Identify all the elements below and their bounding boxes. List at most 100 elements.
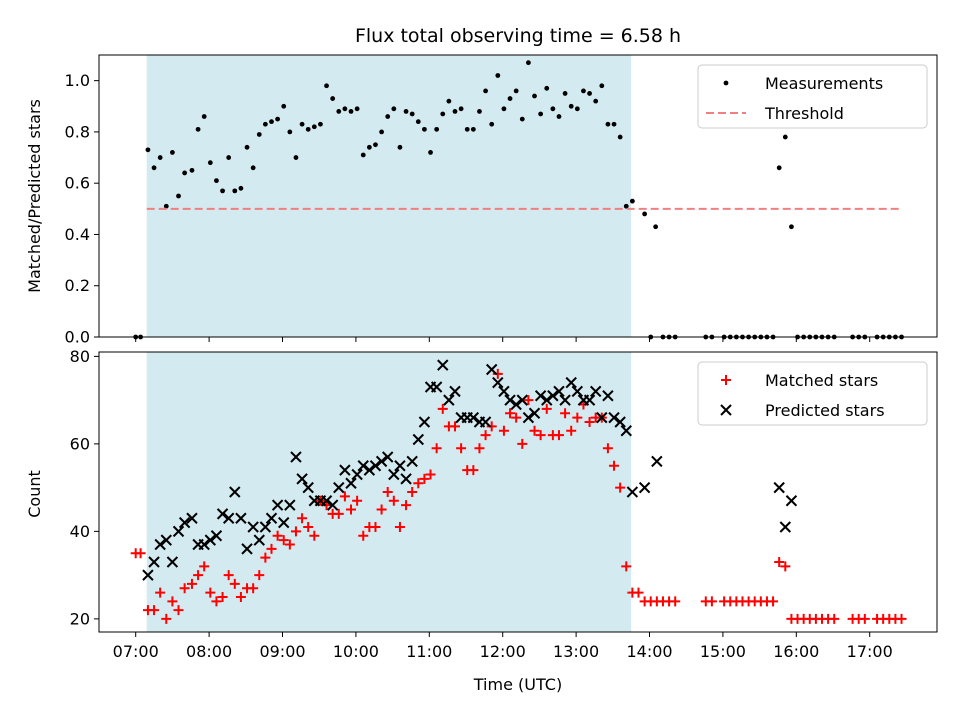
y-tick-label: 0.8: [65, 122, 90, 141]
data-point: [176, 193, 181, 199]
legend-box: [697, 361, 928, 426]
data-point: [253, 534, 265, 546]
data-point: [470, 126, 476, 132]
legend-marker: [723, 80, 729, 86]
y-tick-label: 0.4: [65, 225, 90, 244]
data-point: [354, 106, 360, 112]
data-point: [297, 513, 308, 524]
data-point: [513, 88, 519, 94]
data-point: [523, 395, 534, 406]
data-point: [266, 543, 277, 554]
y-tick-label: 0.6: [65, 174, 90, 193]
data-point: [464, 126, 470, 132]
data-point: [510, 398, 522, 411]
data-point: [489, 121, 495, 127]
data-point: [345, 477, 357, 489]
data-point: [250, 165, 256, 171]
data-point: [407, 487, 418, 497]
data-point: [611, 121, 617, 127]
data-point: [535, 430, 546, 441]
data-point: [195, 126, 201, 132]
data-point: [587, 91, 592, 96]
data-point: [653, 224, 659, 230]
data-point: [320, 495, 333, 507]
data-point: [446, 98, 452, 104]
data-point: [254, 570, 265, 581]
data-point: [142, 569, 154, 581]
data-point: [302, 481, 314, 494]
data-point: [556, 114, 562, 119]
data-point: [412, 433, 425, 446]
data-point: [519, 116, 525, 122]
data-point: [366, 144, 372, 150]
data-point: [178, 516, 191, 529]
data-point: [541, 403, 552, 414]
data-point: [525, 60, 531, 66]
data-point: [670, 596, 681, 607]
data-point: [534, 390, 547, 402]
data-point: [287, 129, 293, 135]
data-point: [290, 526, 301, 537]
data-point: [179, 583, 190, 594]
legend-label: Measurements: [765, 74, 883, 93]
data-point: [608, 411, 620, 424]
panel-top-ratio: 0.0 0.2 0.4 0.6 0.8 1.0 Measurements Threshold: [65, 54, 938, 347]
data-point: [434, 126, 440, 132]
data-point: [198, 538, 210, 551]
data-point: [148, 556, 160, 568]
data-point: [382, 487, 393, 497]
data-point: [492, 368, 503, 379]
x-tick-label: 08:00: [186, 642, 232, 661]
data-point: [413, 478, 424, 489]
data-point: [193, 570, 204, 581]
data-point: [170, 150, 175, 155]
data-point: [780, 561, 791, 572]
data-point: [222, 512, 235, 524]
x-tick-label: 10:00: [333, 642, 379, 661]
data-point: [504, 394, 516, 406]
data-point: [157, 155, 163, 160]
data-point: [437, 359, 449, 371]
data-point: [339, 464, 351, 476]
y-tick-label: 40: [70, 522, 90, 541]
data-point: [351, 468, 363, 481]
plot-frame: [98, 54, 938, 338]
data-point: [418, 416, 431, 428]
data-point: [583, 394, 596, 406]
data-point: [568, 103, 574, 109]
data-point: [596, 411, 608, 424]
data-point: [609, 460, 620, 471]
data-point: [651, 455, 663, 468]
y-tick-label: 20: [70, 609, 90, 628]
data-point: [226, 155, 232, 160]
data-point: [211, 596, 222, 607]
data-point: [403, 109, 409, 114]
chart-title: Flux total observing time = 6.58 h: [355, 25, 681, 47]
data-point: [229, 578, 240, 589]
data-point: [532, 93, 537, 99]
legend-box: [697, 64, 928, 129]
data-point: [566, 425, 577, 436]
data-point: [406, 455, 418, 468]
legend-label: Matched stars: [765, 371, 878, 390]
y-axis-label-top: Matched/Predicted stars: [25, 99, 44, 293]
data-point: [522, 411, 535, 424]
data-point: [186, 512, 198, 524]
y-tick-label: 1.0: [65, 71, 90, 90]
y-axis-label-bottom: Count: [25, 470, 44, 518]
data-point: [768, 596, 779, 607]
data-point: [256, 132, 262, 137]
data-point: [571, 385, 584, 398]
x-axis-label: Time (UTC): [473, 675, 562, 694]
data-point: [204, 534, 217, 546]
data-point: [135, 548, 146, 559]
data-point: [205, 587, 216, 598]
data-point: [238, 185, 244, 191]
data-point: [388, 468, 400, 481]
data-point: [467, 411, 480, 424]
data-point: [199, 561, 210, 572]
y-tick-label: 60: [70, 434, 90, 453]
data-point: [779, 521, 792, 533]
data-point: [272, 530, 283, 541]
